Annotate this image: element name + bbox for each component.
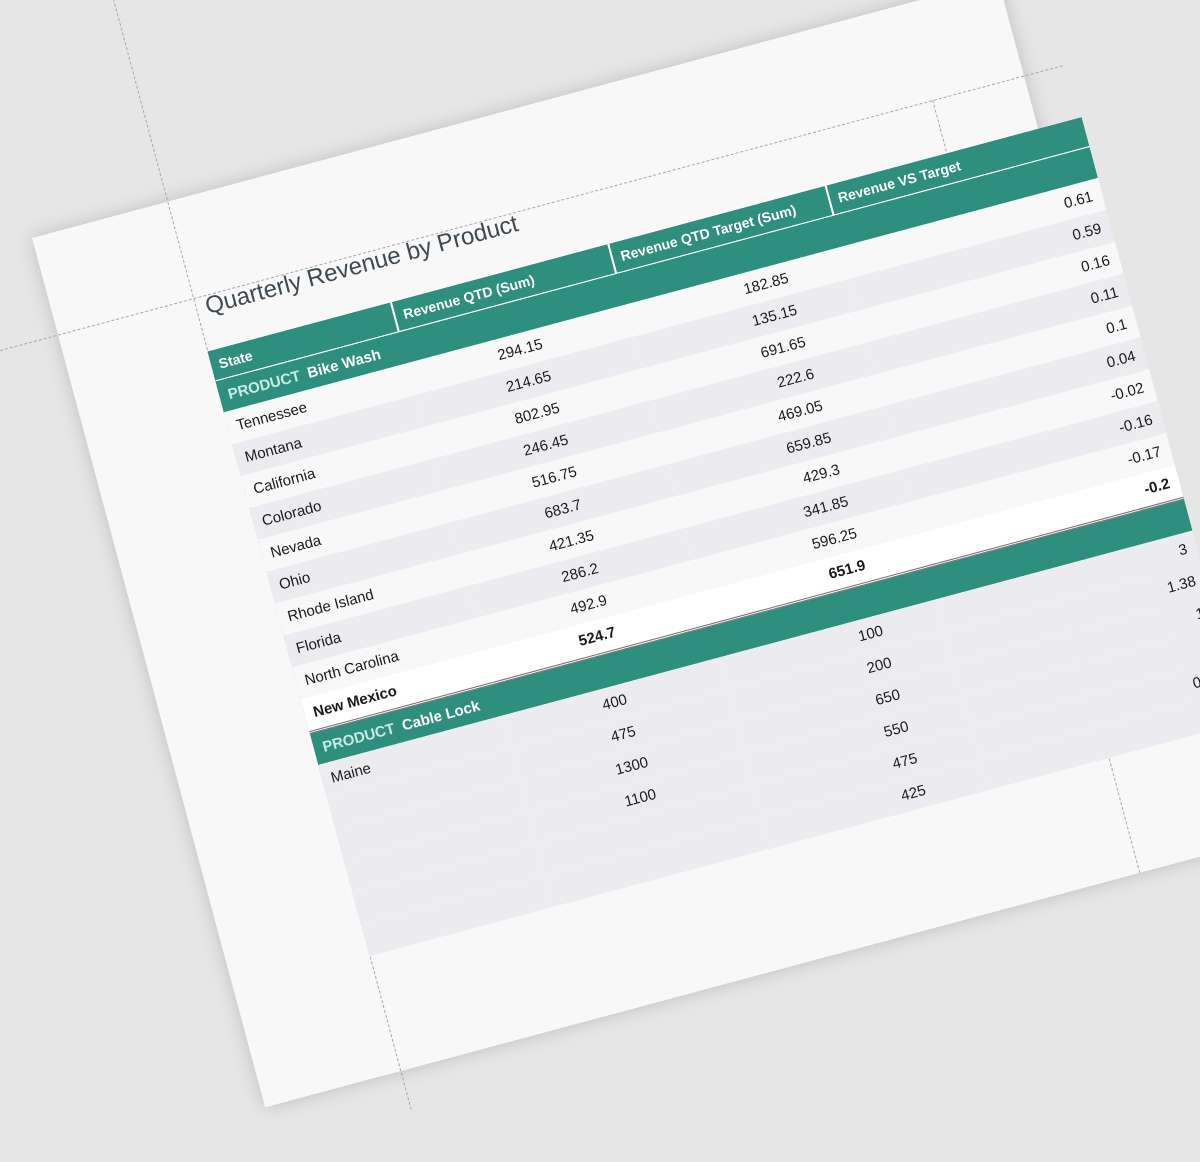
report-sheet: Quarterly Revenue by Product State Reven… — [0, 0, 1200, 1110]
